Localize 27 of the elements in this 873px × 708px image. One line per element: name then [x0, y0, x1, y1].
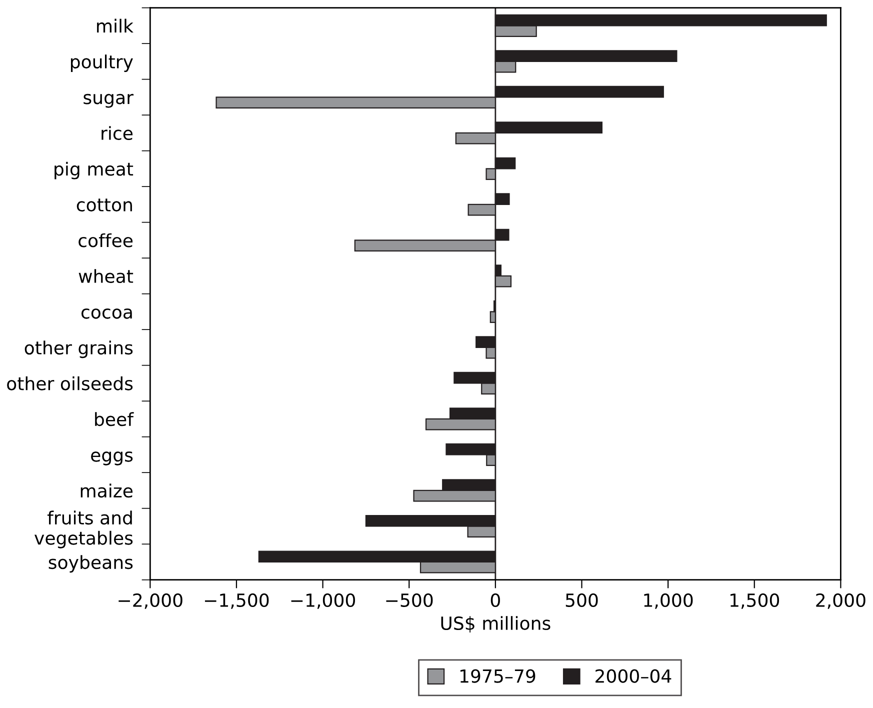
y-tick-label: milk — [97, 18, 134, 33]
y-tick-label: coffee — [78, 233, 133, 248]
y-tick-label: beef — [95, 412, 134, 426]
y-tick-label: cotton — [76, 198, 132, 212]
legend-label: 1975–79 — [460, 669, 536, 683]
y-tick-label: other grains — [24, 340, 133, 358]
y-tick-label: wheat — [78, 269, 134, 284]
legend-label: 2000–04 — [596, 669, 672, 683]
x-tick-label: 500 — [566, 593, 598, 608]
y-tick-label: maize — [80, 484, 133, 498]
x-tick-label: 0 — [490, 593, 500, 608]
y-tick-label: pig meat — [54, 162, 134, 180]
x-tick-label: −2,000 — [118, 593, 182, 609]
x-tick-label: 1,500 — [730, 593, 780, 609]
x-tick-label: −1,000 — [291, 593, 355, 609]
x-tick-label: 1,000 — [644, 593, 693, 609]
y-tick-label: rice — [102, 126, 133, 140]
y-tick-label: cocoa — [81, 308, 132, 319]
x-axis-title: US$ millions — [441, 616, 550, 632]
y-tick-label: sugar — [84, 94, 134, 108]
x-tick-label: 2,000 — [816, 593, 866, 609]
y-tick-label: other oilseeds — [7, 376, 133, 390]
y-tick-label: soybeans — [48, 555, 133, 573]
x-tick-label: −1,500 — [204, 593, 269, 609]
x-tick-label: −500 — [386, 593, 433, 608]
y-tick-label: eggs — [91, 451, 133, 466]
y-tick-label: poultry — [70, 54, 133, 72]
